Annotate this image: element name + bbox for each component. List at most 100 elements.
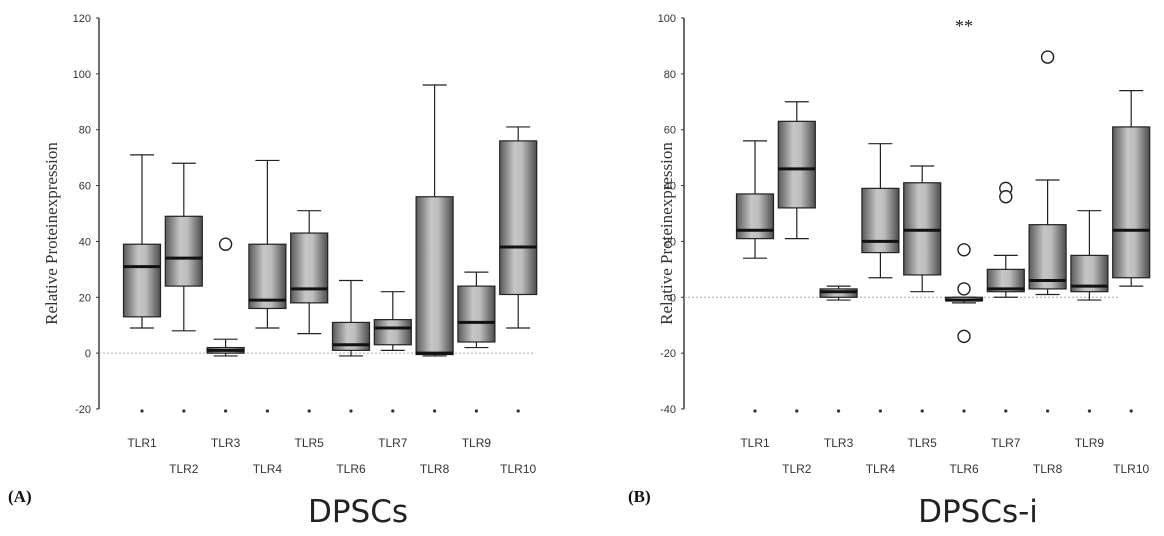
box-iqr	[735, 193, 775, 240]
x-tick-label: TLR2	[169, 462, 199, 476]
x-tick-mark	[474, 409, 478, 413]
box-iqr	[777, 120, 816, 209]
x-tick-label: TLR1	[740, 436, 770, 450]
y-tick-label: 120	[73, 13, 91, 25]
x-tick-label: TLR9	[462, 436, 492, 450]
y-tick-label: 0	[85, 348, 91, 360]
x-tick-mark	[920, 409, 924, 413]
x-tick-mark	[753, 409, 757, 413]
outlier-point	[957, 329, 971, 344]
box-tlr5: TLR5	[903, 165, 942, 450]
panel-caption: DPSCs-i	[918, 494, 1038, 530]
y-tick-label: 60	[79, 181, 91, 193]
x-tick-mark	[349, 409, 353, 413]
box-tlr7: TLR7	[986, 181, 1025, 450]
y-tick-label: -20	[75, 404, 91, 416]
x-tick-mark	[224, 409, 228, 413]
outlier-point	[957, 282, 971, 296]
x-tick-mark	[140, 409, 144, 413]
x-tick-mark	[516, 409, 520, 413]
box-tlr8: TLR8	[1028, 50, 1067, 476]
outlier-point	[999, 190, 1013, 204]
outlier-point	[1040, 50, 1055, 64]
box-tlr7: TLR7	[373, 291, 412, 450]
x-tick-label: TLR4	[253, 462, 283, 476]
box-iqr	[457, 285, 496, 343]
x-tick-label: TLR5	[908, 436, 938, 450]
x-tick-mark	[795, 409, 799, 413]
x-tick-label: TLR8	[1033, 462, 1063, 476]
box-tlr8: TLR8	[415, 84, 454, 476]
y-tick-label: 100	[73, 69, 91, 81]
box-tlr1: TLR1	[735, 140, 775, 450]
x-tick-mark	[307, 409, 311, 413]
box-iqr	[1028, 224, 1067, 290]
box-tlr10: TLR10	[499, 126, 538, 476]
x-tick-mark	[962, 409, 966, 413]
box-tlr6: TLR6	[331, 279, 371, 476]
box-tlr10: TLR10	[1112, 90, 1151, 476]
panel-label: (B)	[628, 487, 651, 506]
x-tick-label: TLR5	[295, 436, 325, 450]
box-iqr	[1112, 126, 1151, 279]
x-tick-mark	[391, 409, 395, 413]
y-tick-label: -40	[660, 404, 676, 416]
outlier-point	[218, 237, 233, 251]
box-tlr1: TLR1	[122, 154, 162, 450]
box-iqr	[415, 196, 454, 356]
box-tlr9: TLR9	[1070, 210, 1109, 450]
x-tick-label: TLR9	[1075, 436, 1105, 450]
outlier-point	[957, 243, 971, 257]
y-tick-label: 60	[664, 125, 676, 137]
x-tick-label: TLR3	[211, 436, 241, 450]
x-tick-label: TLR10	[1113, 462, 1149, 476]
x-tick-label: TLR6	[336, 462, 366, 476]
y-tick-label: 20	[664, 236, 676, 248]
y-tick-label: 80	[664, 69, 676, 81]
box-tlr2: TLR2	[164, 162, 203, 476]
x-tick-mark	[265, 409, 269, 413]
x-tick-label: TLR6	[949, 462, 979, 476]
y-tick-label: 100	[658, 13, 676, 25]
x-tick-label: TLR2	[782, 462, 812, 476]
y-tick-label: 40	[664, 181, 676, 193]
box-iqr	[373, 319, 412, 346]
x-tick-mark	[433, 409, 437, 413]
y-tick-label: 20	[79, 292, 91, 304]
box-iqr	[248, 243, 287, 310]
box-tlr3: TLR3	[819, 285, 858, 450]
x-tick-mark	[1087, 409, 1091, 413]
box-tlr6: TLR6	[944, 243, 984, 476]
x-tick-label: TLR3	[824, 436, 854, 450]
box-iqr	[986, 268, 1025, 293]
x-tick-mark	[1046, 409, 1050, 413]
significance-annotation: **	[955, 16, 973, 36]
box-iqr	[290, 232, 329, 304]
x-tick-label: TLR7	[378, 436, 408, 450]
chart-panel-a: -20 0 20 40 60 80 100 120 Relative Proteinexpres…	[8, 13, 538, 530]
y-tick-label: 80	[79, 125, 91, 137]
chart-panel-b: -40 -20 0 20 40 60 80 100 Relative Proteinexpres…	[628, 13, 1151, 530]
x-tick-label: TLR7	[991, 436, 1021, 450]
x-tick-mark	[878, 409, 883, 413]
y-tick-label: 0	[670, 292, 676, 304]
box-iqr	[861, 187, 900, 254]
x-tick-mark	[837, 409, 841, 413]
y-axis-label: Relative Proteinexpression	[657, 142, 676, 325]
x-tick-label: TLR8	[420, 462, 450, 476]
x-tick-mark	[1129, 409, 1133, 413]
box-tlr4: TLR4	[861, 143, 900, 476]
panel-label: (A)	[8, 487, 32, 506]
box-tlr9: TLR9	[457, 271, 496, 450]
y-axis-label: Relative Proteinexpression	[42, 142, 61, 325]
x-tick-label: TLR1	[127, 436, 157, 450]
y-tick-label: -20	[660, 348, 676, 360]
x-tick-mark	[182, 409, 186, 413]
x-tick-label: TLR10	[500, 462, 536, 476]
box-iqr	[122, 243, 162, 318]
box-tlr3: TLR3	[206, 237, 245, 450]
x-tick-mark	[1004, 409, 1008, 413]
y-tick-label: 40	[79, 236, 91, 248]
panel-caption: DPSCs	[308, 494, 408, 530]
